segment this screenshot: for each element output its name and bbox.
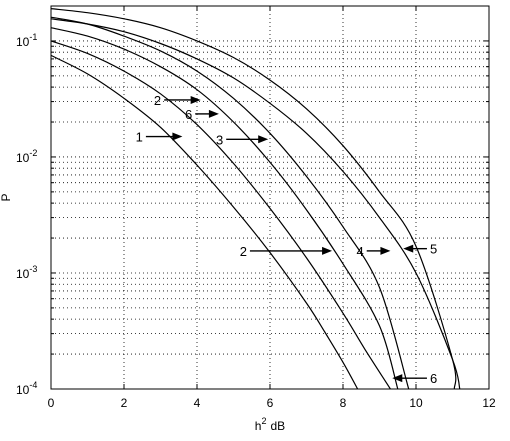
annotation-arrow-head [258,135,269,144]
x-tick-label: 10 [409,396,423,410]
x-tick-label: 2 [121,396,128,410]
annotation-1: 1 [136,130,183,145]
annotation-label: 1 [136,130,143,145]
x-tick-label: 6 [267,396,274,410]
annotation-arrow-head [380,246,391,255]
annotation-label: 6 [185,107,192,122]
annotation-6: 4 [356,244,391,259]
x-tick-label: 8 [340,396,347,410]
y-tick-label: 10-2 [16,148,37,165]
annotation-arrow-head [208,109,219,118]
annotation-7: 5 [403,242,437,257]
x-axis-label-main: h [255,419,262,433]
y-tick-base: 10 [16,383,30,397]
series-line-4 [50,16,410,390]
annotation-label: 6 [430,371,437,386]
series-line-2 [50,40,391,390]
series-line-1 [50,54,359,390]
x-axis-label: h2 dB [255,416,285,433]
annotation-4: 3 [216,132,269,147]
annotation-8: 6 [392,371,437,386]
annotation-2: 2 [154,93,201,108]
y-tick-base: 10 [16,151,30,165]
y-tick-exponent: -4 [29,380,37,390]
y-tick-label: 10-4 [16,380,37,397]
y-tick-label: 10-1 [16,32,37,49]
ticks [50,5,490,390]
x-tick-label: 0 [48,396,55,410]
y-axis-label: P [0,193,13,201]
annotation-label: 4 [356,244,363,259]
x-tick-label: 4 [194,396,201,410]
annotation-5: 2 [240,244,333,259]
annotation-arrow-head [172,132,183,141]
annotation-arrow-head [190,95,201,104]
y-tick-label: 10-3 [16,264,37,281]
x-axis-label-sup: 2 [261,416,266,426]
series-layer [50,8,461,390]
y-tick-exponent: -3 [29,264,37,274]
series-line-6 [50,8,457,390]
annotation-arrow-head [403,244,414,253]
annotation-arrow-head [392,374,403,383]
y-tick-base: 10 [16,267,30,281]
annotation-arrow-head [322,246,333,255]
y-tick-base: 10 [16,35,30,49]
annotation-3: 6 [185,107,219,122]
y-tick-labels: 10-110-210-310-4 [16,32,37,397]
annotation-label: 2 [240,244,247,259]
y-tick-exponent: -2 [29,148,37,158]
series-line-5 [50,18,461,390]
series-line-3 [50,27,399,390]
annotation-label: 5 [430,242,437,257]
annotation-layer: 1 2 6 3 2 4 5 6 [136,93,438,386]
y-tick-exponent: -1 [29,32,37,42]
annotation-label: 2 [154,93,161,108]
annotation-label: 3 [216,132,223,147]
x-tick-labels: 0 2 4 6 8 10 12 [48,396,496,410]
x-tick-label: 12 [482,396,496,410]
x-axis-label-unit: dB [271,419,286,433]
